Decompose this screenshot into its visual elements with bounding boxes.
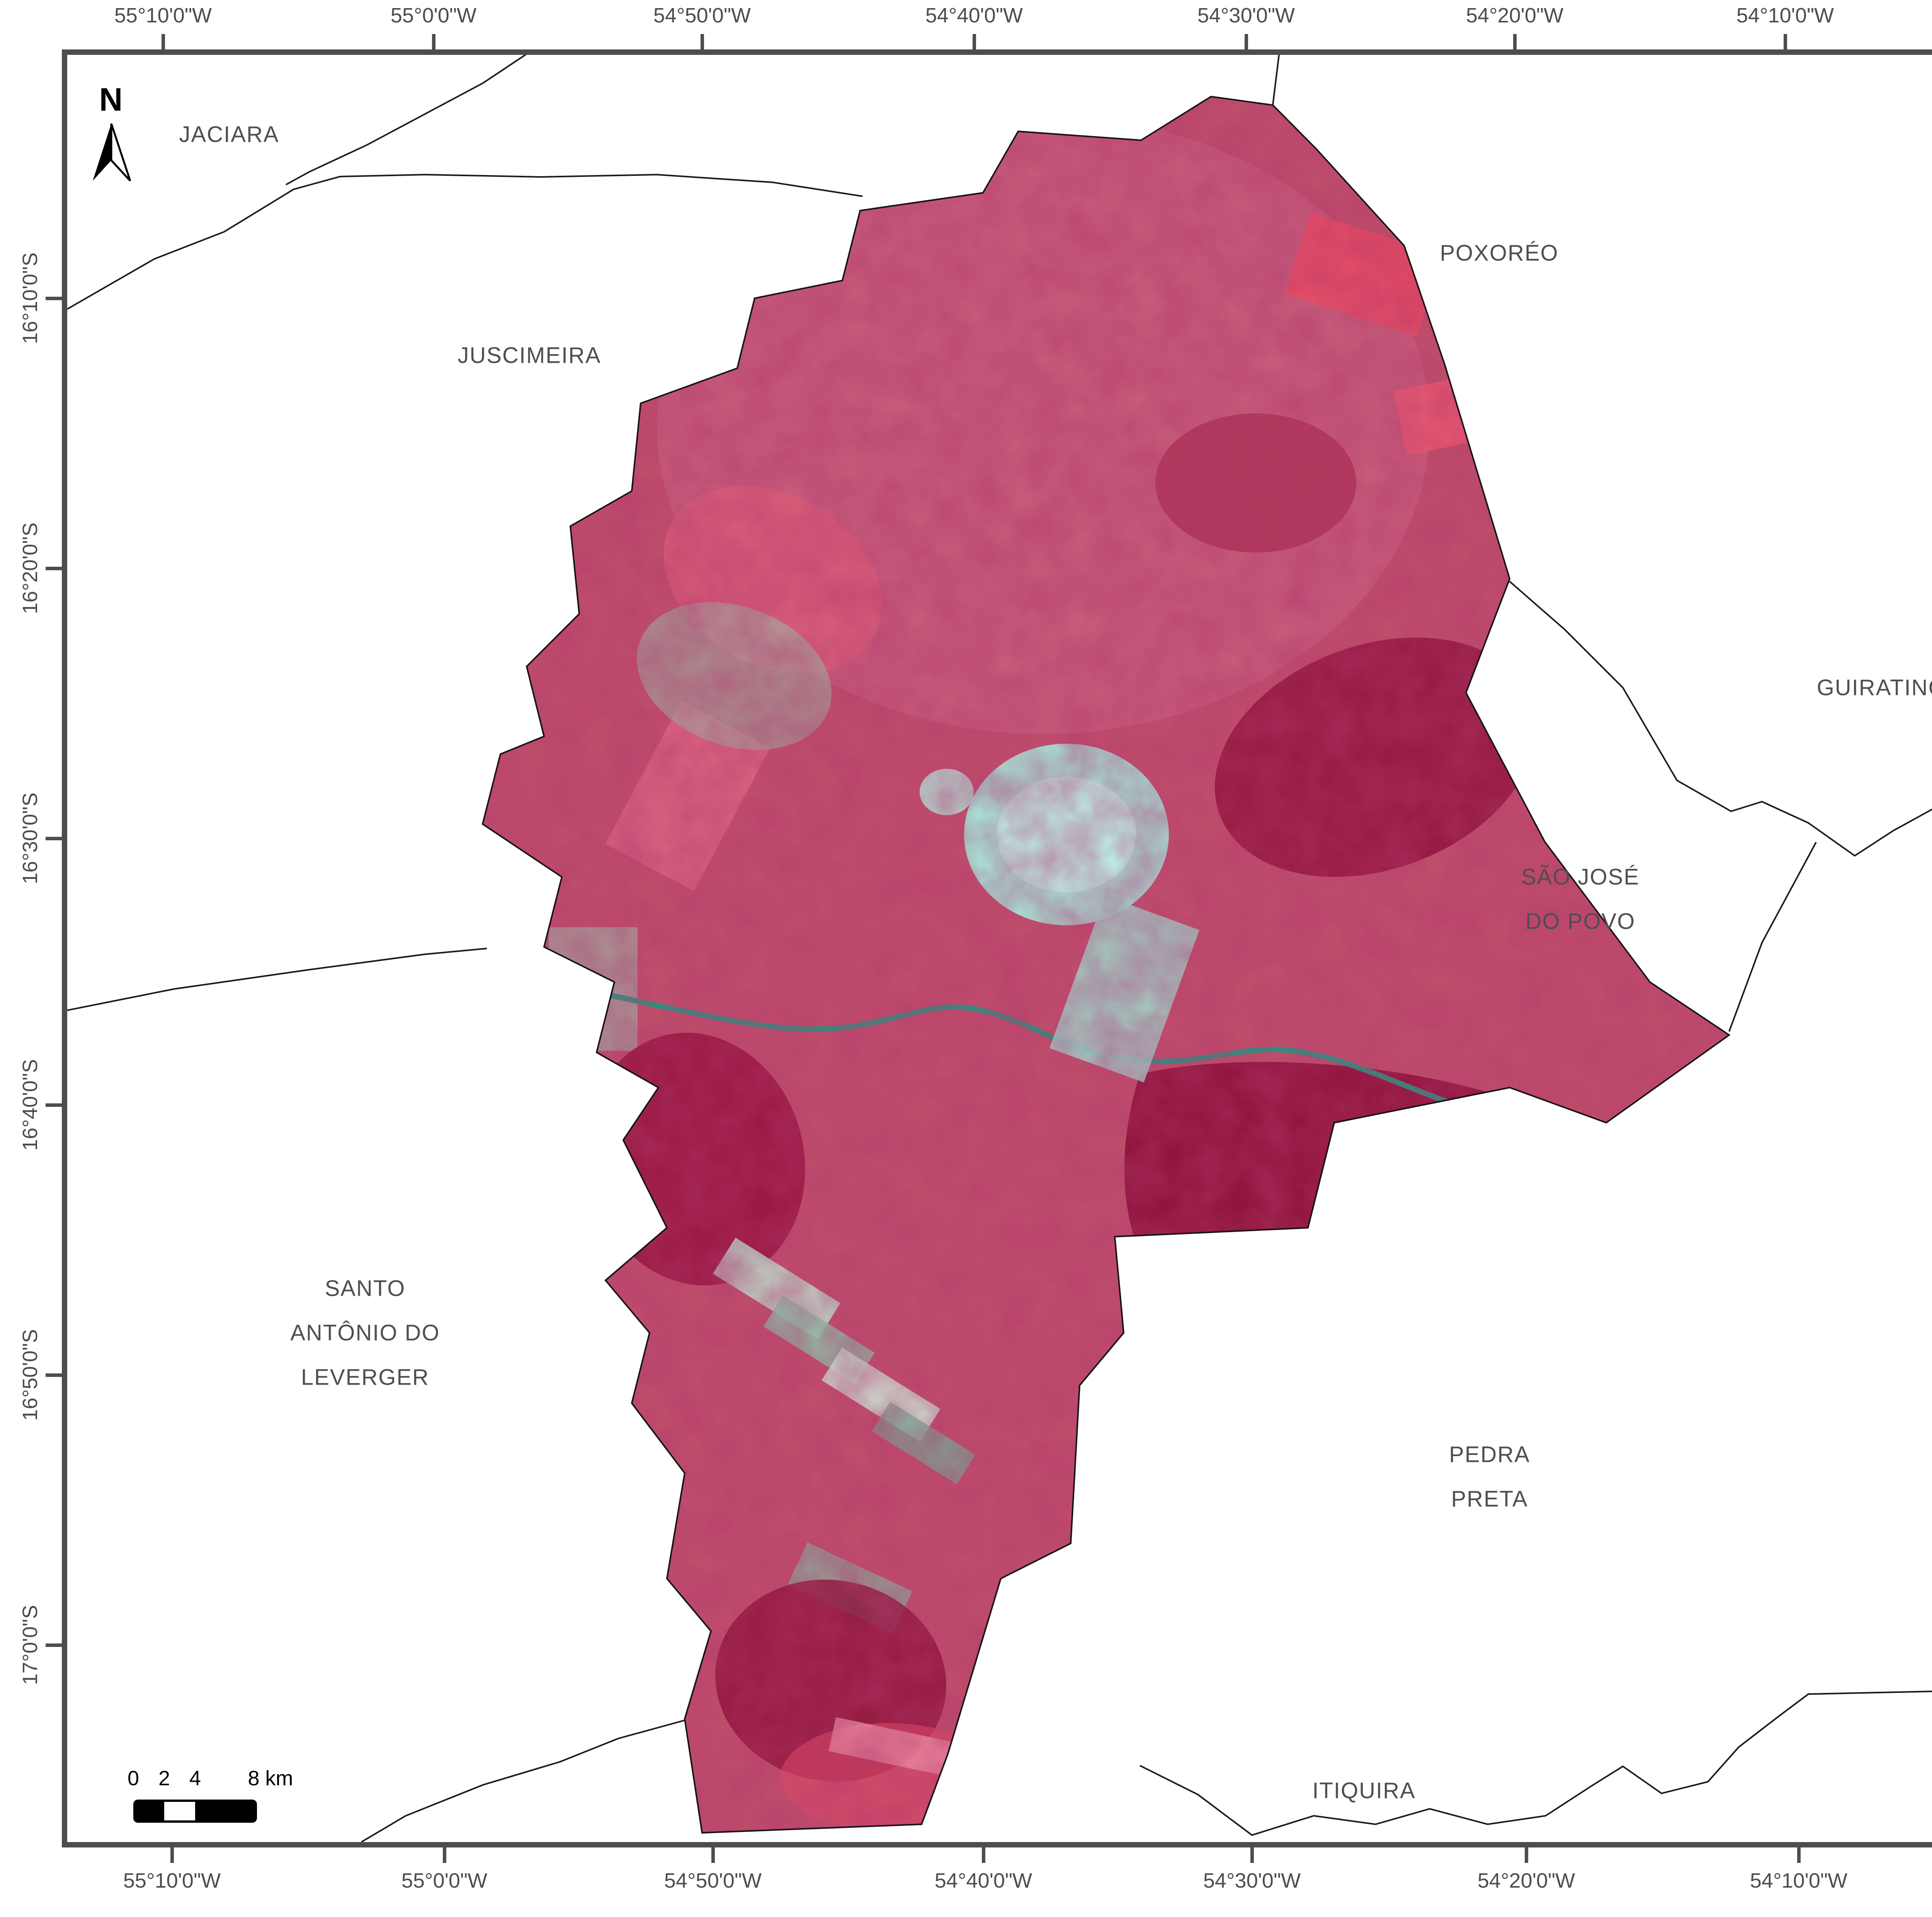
scale-label: 8 km [248,1767,293,1790]
scale-bar-segment [164,1802,195,1820]
axis-top-label: 54°20'0"W [1466,4,1564,27]
axis-bottom-label: 54°40'0"W [934,1869,1032,1892]
axis-top-label: 54°40'0"W [925,4,1023,27]
axis-bottom-tick [711,1847,715,1863]
axis-top-tick [701,34,704,49]
axis-left-tick [46,1103,62,1107]
place-label: ITIQUIRA [1312,1778,1416,1803]
place-label: SANTO [325,1276,406,1301]
axis-top-tick [973,34,976,49]
neighbor-boundaries [67,55,1932,1842]
axis-left-tick [46,837,62,840]
axis-top-tick [432,34,435,49]
axis-left-label: 16°30'0"S [19,792,42,884]
boundary-juscimeira-leverger [67,948,487,1011]
axis-bottom-tick [1250,1847,1254,1863]
axis-bottom-tick [170,1847,174,1863]
boundary-pedra-itiquira [1139,1690,1932,1836]
place-label: JACIARA [179,122,279,147]
axis-bottom-tick [982,1847,985,1863]
axis-top-label: 54°30'0"W [1197,4,1295,27]
place-label: SÃO JOSÉ [1521,864,1640,890]
place-label: PRETA [1451,1486,1528,1512]
boundary-jaciara [286,55,527,185]
boundary-north-stub [1272,55,1280,105]
scale-label: 0 [127,1767,139,1790]
axis-top-label: 54°10'0"W [1736,4,1834,27]
place-label: PEDRA [1449,1442,1530,1467]
place-label: LEVERGER [301,1365,429,1390]
axis-left-tick [46,567,62,570]
axis-left-tick [46,1373,62,1377]
axis-bottom-label: 55°10'0"W [123,1869,221,1892]
boundary-sw [361,1719,686,1842]
place-label: POXORÉO [1440,240,1559,266]
axis-left-label: 17°0'0"S [19,1605,42,1685]
axis-bottom-tick [1525,1847,1528,1863]
place-label: ANTÔNIO DO [290,1320,440,1346]
scale-bar [133,1800,257,1823]
boundary-saojose-guiratinga [1728,842,1817,1032]
axis-top-label: 55°0'0"W [390,4,477,27]
axis-bottom-label: 54°30'0"W [1203,1869,1301,1892]
axis-bottom-label: 55°0'0"W [401,1869,488,1892]
axis-left-label: 16°50'0"S [19,1329,42,1421]
axis-bottom-label: 54°20'0"W [1477,1869,1575,1892]
place-label: GUIRATINGA [1816,675,1932,700]
axis-top-tick [1245,34,1248,49]
axis-left-tick [46,297,62,300]
limite-municipal-outline [481,95,1731,1834]
axis-top-label: 55°10'0"W [114,4,212,27]
axis-top-tick [1784,34,1787,49]
axis-top-tick [1513,34,1517,49]
axis-left-label: 16°20'0"S [19,522,42,614]
axis-left-tick [46,1643,62,1647]
scale-label: 2 [158,1767,170,1790]
axis-bottom-label: 54°10'0"W [1750,1869,1848,1892]
place-label: JUSCIMEIRA [457,343,601,368]
rapideye-mosaic [483,97,1729,1833]
axis-top-label: 54°50'0"W [653,4,751,27]
axis-left-label: 16°40'0"S [19,1059,42,1151]
scale-label: 4 [189,1767,201,1790]
axis-top-tick [162,34,165,49]
axis-bottom-tick [1797,1847,1801,1863]
axis-bottom-tick [443,1847,446,1863]
place-label: DO POVO [1525,909,1636,934]
boundary-jaciara-leverger [67,173,863,310]
axis-left-label: 16°10'0"S [19,252,42,344]
north-arrow-icon [93,123,131,182]
north-label: N [99,81,124,118]
axis-bottom-label: 54°50'0"W [664,1869,762,1892]
boundary-poxoreo-guiratinga [1509,581,1932,857]
